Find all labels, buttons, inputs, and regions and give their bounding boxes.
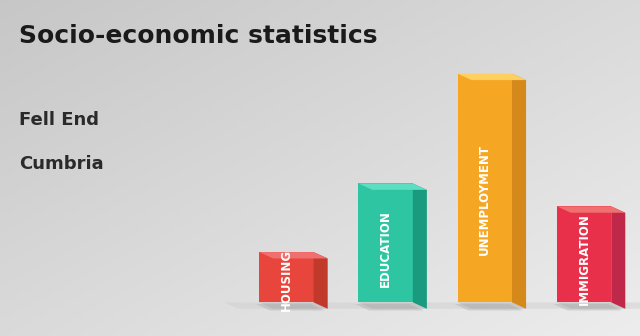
Polygon shape (458, 302, 526, 309)
Polygon shape (557, 206, 611, 302)
Polygon shape (611, 206, 625, 309)
Polygon shape (256, 304, 324, 310)
Polygon shape (413, 183, 427, 309)
Polygon shape (358, 183, 413, 302)
Polygon shape (458, 74, 526, 80)
Text: Socio-economic statistics: Socio-economic statistics (19, 24, 378, 47)
Polygon shape (314, 252, 328, 309)
Polygon shape (557, 206, 625, 213)
Text: IMMIGRATION: IMMIGRATION (577, 213, 591, 305)
Text: UNEMPLOYMENT: UNEMPLOYMENT (478, 144, 492, 255)
Text: Cumbria: Cumbria (19, 155, 104, 173)
Text: EDUCATION: EDUCATION (379, 210, 392, 287)
Polygon shape (358, 302, 427, 309)
Polygon shape (259, 302, 328, 309)
Polygon shape (355, 304, 424, 310)
Polygon shape (358, 183, 427, 190)
Polygon shape (458, 74, 512, 302)
Text: HOUSING: HOUSING (280, 249, 293, 311)
Polygon shape (224, 302, 640, 309)
Polygon shape (554, 304, 622, 310)
Text: Fell End: Fell End (19, 111, 99, 129)
Polygon shape (512, 74, 526, 309)
Polygon shape (454, 304, 523, 310)
Polygon shape (259, 252, 328, 258)
Polygon shape (259, 252, 314, 302)
Polygon shape (557, 302, 625, 309)
